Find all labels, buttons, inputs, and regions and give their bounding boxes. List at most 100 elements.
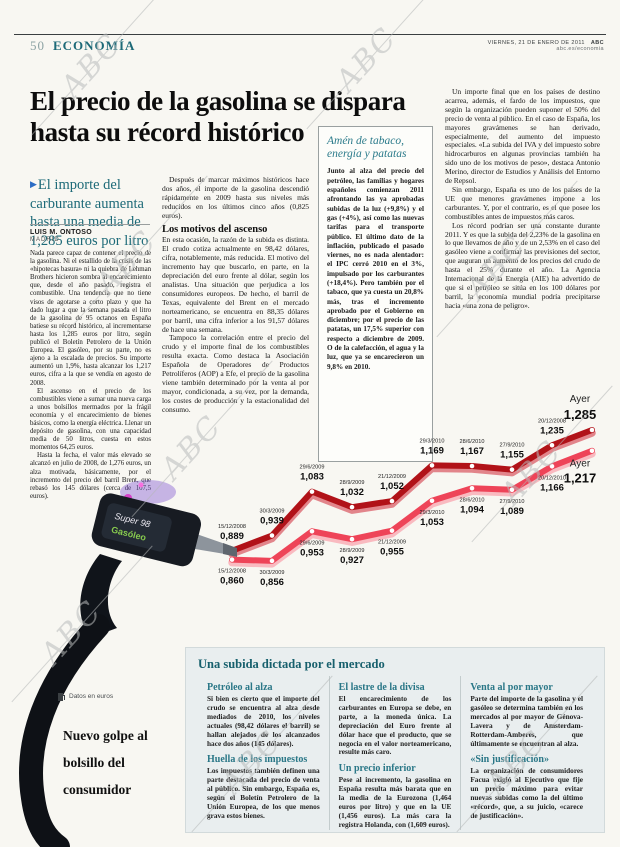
svg-text:1,032: 1,032	[340, 487, 364, 498]
fuel-pump-icon	[58, 693, 65, 701]
crosshead: Los motivos del ascenso	[162, 223, 268, 235]
sparkle-icon	[138, 482, 144, 488]
svg-text:0,953: 0,953	[300, 547, 324, 558]
svg-text:0,955: 0,955	[380, 547, 404, 558]
svg-text:21/12/2009: 21/12/2009	[378, 474, 406, 480]
sidebar-box-title: Amén de tabaco, energía y patatas	[327, 135, 407, 161]
svg-text:28/6/2010: 28/6/2010	[460, 497, 485, 503]
byline: LUIS M. ONTOSO MADRID	[30, 224, 150, 243]
body-paragraph: El ascenso en el precio de los combustib…	[30, 387, 151, 452]
svg-text:Ayer: Ayer	[570, 459, 591, 470]
svg-text:20/12/2010: 20/12/2010	[538, 475, 566, 481]
headline: El precio de la gasolina se dispara hast…	[30, 86, 406, 148]
issue-date: VIERNES, 21 DE ENERO DE 2011	[487, 40, 585, 46]
market-section-heading: «Sin justificación»	[470, 754, 549, 766]
market-section-body: Pese al incremento, la gasolina en Españ…	[338, 775, 452, 829]
author-city: MADRID	[30, 237, 60, 243]
svg-text:29/3/2010: 29/3/2010	[420, 438, 445, 444]
sidebar-box-body: Junto al alza del precio del petróleo, l…	[327, 167, 424, 371]
body-paragraph: En esta ocasión, la razón de la subida e…	[162, 235, 309, 334]
svg-text:1,169: 1,169	[420, 445, 444, 456]
svg-text:28/9/2009: 28/9/2009	[340, 548, 365, 554]
svg-text:1,053: 1,053	[420, 517, 444, 528]
body-paragraph: Nada parece capaz de contener el precio …	[30, 250, 151, 387]
svg-text:30/3/2009: 30/3/2009	[260, 509, 285, 515]
svg-text:27/9/2010: 27/9/2010	[500, 499, 525, 505]
svg-text:30/3/2009: 30/3/2009	[260, 570, 285, 576]
market-column-3: Venta al por mayor Parte del importe de …	[460, 676, 592, 830]
body-paragraph: Tampoco la correlación entre el precio d…	[162, 333, 309, 414]
market-section-body: El encarecimiento de los carburantes en …	[338, 694, 452, 757]
chart-canvas: 15/12/20080,88930/3/20090,93929/6/20091,…	[218, 394, 597, 588]
svg-text:0,939: 0,939	[260, 516, 284, 527]
market-box-title: Una subida dictada por el mercado	[198, 657, 385, 671]
purple-glow	[120, 480, 176, 504]
svg-text:29/3/2010: 29/3/2010	[420, 510, 445, 516]
svg-text:1,167: 1,167	[460, 446, 484, 457]
body-paragraph: Los récord podrían ser una constante dur…	[445, 220, 600, 310]
body-paragraph: Hasta la fecha, el valor más elevado se …	[30, 452, 151, 500]
page-number: 50	[30, 38, 45, 53]
svg-text:0,860: 0,860	[220, 576, 244, 587]
standfirst-text: El importe del carburante aumenta hasta …	[30, 177, 149, 249]
market-section-heading: Huella de los impuestos	[207, 754, 308, 766]
body-paragraph: Después de marcar máximos históricos hac…	[162, 176, 309, 220]
svg-text:0,927: 0,927	[340, 555, 364, 566]
svg-text:20/12/2008: 20/12/2008	[538, 418, 566, 424]
svg-text:28/6/2010: 28/6/2010	[460, 439, 485, 445]
nozzle-body: Super 98 Gasóleo	[91, 493, 202, 567]
svg-text:1,094: 1,094	[460, 504, 484, 515]
svg-text:1,235: 1,235	[540, 425, 564, 436]
svg-text:0,889: 0,889	[220, 531, 244, 542]
body-paragraph: Sin embargo, España es uno de los países…	[445, 184, 600, 221]
standfirst: ▶El importe del carburante aumenta hasta…	[30, 176, 156, 250]
svg-text:15/12/2008: 15/12/2008	[218, 569, 246, 575]
market-section-heading: Un precio inferior	[338, 763, 416, 775]
svg-text:1,166: 1,166	[540, 482, 564, 493]
dateline: VIERNES, 21 DE ENERO DE 2011 ABC abc.es/e…	[488, 40, 604, 52]
market-section-body: Parte del importe de la gasolina y el ga…	[470, 694, 584, 748]
body-column-2: Después de marcar máximos históricos hac…	[162, 176, 309, 486]
market-section-heading: Petróleo al alza	[207, 682, 273, 693]
market-section-heading: Venta al por mayor	[470, 682, 553, 693]
brand-mark: ABC	[590, 40, 604, 46]
market-column-2: El lastre de la divisa El encarecimiento…	[328, 676, 461, 830]
market-column-1: Petróleo al alza Si bien es cierto que e…	[198, 676, 329, 830]
svg-text:Ayer: Ayer	[570, 394, 591, 405]
header-rule	[14, 34, 606, 35]
body-paragraph: Un importe final que en los países de de…	[445, 88, 600, 186]
section-title: ECONOMÍA	[53, 38, 136, 53]
market-section-body: Si bien es cierto que el importe del cru…	[207, 694, 320, 748]
svg-text:1,083: 1,083	[300, 472, 324, 483]
svg-text:28/9/2009: 28/9/2009	[340, 480, 365, 486]
market-section-body: La organización de consumidores Facua ex…	[470, 766, 584, 820]
svg-text:1,155: 1,155	[500, 450, 524, 461]
price-line-chart: 15/12/2008 0,889 30/3/2009 0,939 29/6/2009 1,…	[130, 385, 610, 600]
svg-text:29/6/2009: 29/6/2009	[300, 540, 325, 546]
website-url: abc.es/economia	[556, 46, 604, 52]
market-section-body: Los impuestos también definen una parte …	[207, 766, 320, 820]
section-kicker: 50 ECONOMÍA	[30, 38, 135, 54]
author-name: LUIS M. ONTOSO	[30, 229, 93, 236]
caption-note: Datos en euros	[69, 693, 114, 700]
photo-title: Nuevo golpe al bolsillo del consumidor	[63, 728, 148, 797]
svg-text:1,052: 1,052	[380, 481, 404, 492]
svg-text:1,285: 1,285	[564, 407, 597, 422]
svg-text:21/12/2009: 21/12/2009	[378, 540, 406, 546]
market-box: Una subida dictada por el mercado Petról…	[185, 647, 605, 833]
svg-text:29/6/2009: 29/6/2009	[300, 465, 325, 471]
fuel-hose	[19, 614, 110, 847]
sidebar-box: Amén de tabaco, energía y patatas Junto …	[318, 126, 433, 462]
arrow-bullet-icon: ▶	[30, 179, 37, 189]
svg-text:1,217: 1,217	[564, 471, 597, 486]
svg-text:0,856: 0,856	[260, 577, 284, 588]
market-section-heading: El lastre de la divisa	[338, 682, 425, 693]
body-column-1: Nada parece capaz de contener el precio …	[30, 250, 151, 550]
fuel-nozzle-photo: Super 98 Gasóleo	[0, 430, 240, 847]
svg-text:15/12/2008: 15/12/2008	[218, 524, 246, 530]
nozzle-tip	[223, 543, 237, 557]
svg-text:1,089: 1,089	[500, 506, 524, 517]
body-column-4: Un importe final que en los países de de…	[445, 88, 600, 406]
photo-caption: Datos en euros	[58, 692, 188, 701]
